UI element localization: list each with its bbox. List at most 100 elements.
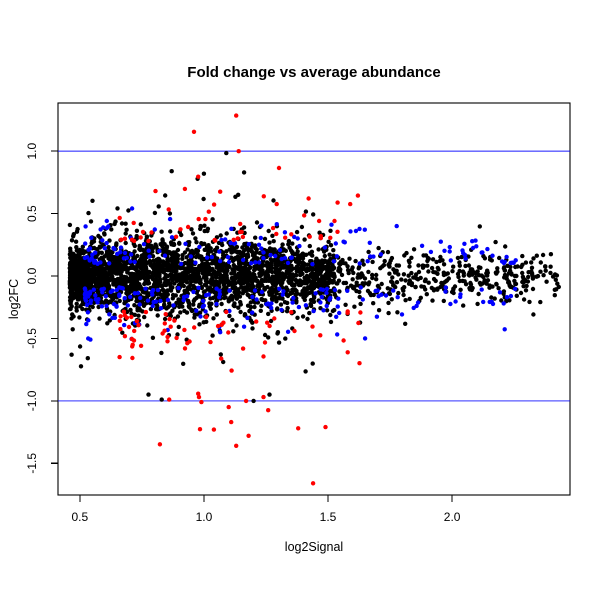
data-point xyxy=(122,301,127,306)
data-point xyxy=(273,258,278,263)
data-point xyxy=(68,264,73,269)
data-point xyxy=(469,287,474,293)
data-point xyxy=(495,266,500,271)
data-point xyxy=(166,207,171,212)
data-point xyxy=(181,294,187,300)
chart-title: Fold change vs average abundance xyxy=(187,64,440,81)
data-point xyxy=(192,285,198,290)
data-point xyxy=(430,257,436,262)
data-point xyxy=(74,283,79,289)
data-point xyxy=(240,257,246,263)
data-point xyxy=(117,215,122,221)
data-point xyxy=(371,254,376,259)
data-point xyxy=(151,258,156,263)
data-point xyxy=(382,258,387,264)
data-point xyxy=(206,243,211,248)
data-point xyxy=(432,287,437,292)
data-point xyxy=(218,233,223,238)
data-point xyxy=(231,285,236,291)
data-point xyxy=(218,189,223,194)
data-point xyxy=(443,289,448,294)
data-point xyxy=(120,265,125,270)
y-tick-label: 1.0 xyxy=(25,143,39,160)
data-point xyxy=(170,285,175,290)
data-point xyxy=(362,276,368,281)
data-point xyxy=(165,297,171,303)
data-point xyxy=(232,303,237,309)
data-point xyxy=(362,227,367,232)
data-point xyxy=(83,269,88,274)
data-point xyxy=(411,247,417,252)
data-point xyxy=(182,288,187,294)
data-point xyxy=(83,241,88,246)
data-point xyxy=(312,294,317,300)
data-point xyxy=(189,227,194,232)
data-point xyxy=(180,256,185,261)
data-point xyxy=(306,196,311,201)
data-point xyxy=(146,248,151,253)
data-point xyxy=(497,290,503,295)
data-point xyxy=(193,236,198,241)
data-point xyxy=(268,318,274,324)
data-point xyxy=(258,235,263,241)
data-point xyxy=(258,270,263,275)
data-point xyxy=(170,308,175,313)
data-point xyxy=(362,281,368,286)
data-point xyxy=(317,230,322,235)
data-point xyxy=(114,303,119,309)
data-point xyxy=(550,274,556,279)
data-point xyxy=(543,268,548,273)
data-point xyxy=(96,233,101,239)
data-point xyxy=(552,293,557,298)
data-point xyxy=(138,285,143,291)
data-point xyxy=(499,298,504,303)
data-point xyxy=(302,213,307,218)
data-point xyxy=(406,258,412,263)
data-point xyxy=(548,252,554,257)
data-point xyxy=(290,277,295,282)
data-point xyxy=(404,250,409,256)
data-point xyxy=(282,300,288,305)
data-point xyxy=(196,391,201,396)
data-point xyxy=(223,295,228,300)
data-point xyxy=(118,326,123,332)
data-point xyxy=(294,291,300,296)
data-point xyxy=(253,263,259,268)
data-point xyxy=(252,304,257,310)
data-point xyxy=(138,274,143,279)
data-point xyxy=(254,319,259,324)
data-point xyxy=(129,237,135,242)
data-point xyxy=(335,304,340,309)
data-point xyxy=(350,277,355,282)
data-point xyxy=(413,284,418,290)
data-point xyxy=(300,314,306,319)
data-point xyxy=(236,149,241,154)
data-point xyxy=(224,231,229,236)
data-point xyxy=(243,398,249,404)
data-point xyxy=(128,259,133,264)
data-point xyxy=(218,352,223,357)
data-point xyxy=(110,266,116,271)
data-point xyxy=(343,302,348,307)
data-point xyxy=(470,245,476,251)
data-point xyxy=(72,254,77,259)
data-point xyxy=(229,250,234,255)
data-point xyxy=(102,231,107,236)
data-point xyxy=(328,228,333,233)
data-point xyxy=(358,285,363,290)
data-point xyxy=(441,272,447,278)
data-point xyxy=(335,200,340,205)
data-point xyxy=(358,310,363,315)
data-point xyxy=(201,320,206,325)
data-point xyxy=(289,255,294,260)
data-point xyxy=(186,265,191,271)
data-point xyxy=(108,289,114,295)
data-point xyxy=(436,267,441,272)
data-point xyxy=(101,300,107,305)
data-point xyxy=(309,271,315,276)
data-point xyxy=(282,255,288,261)
data-point xyxy=(291,295,296,301)
data-point xyxy=(169,251,174,257)
data-point xyxy=(310,481,316,486)
data-point xyxy=(157,248,162,254)
